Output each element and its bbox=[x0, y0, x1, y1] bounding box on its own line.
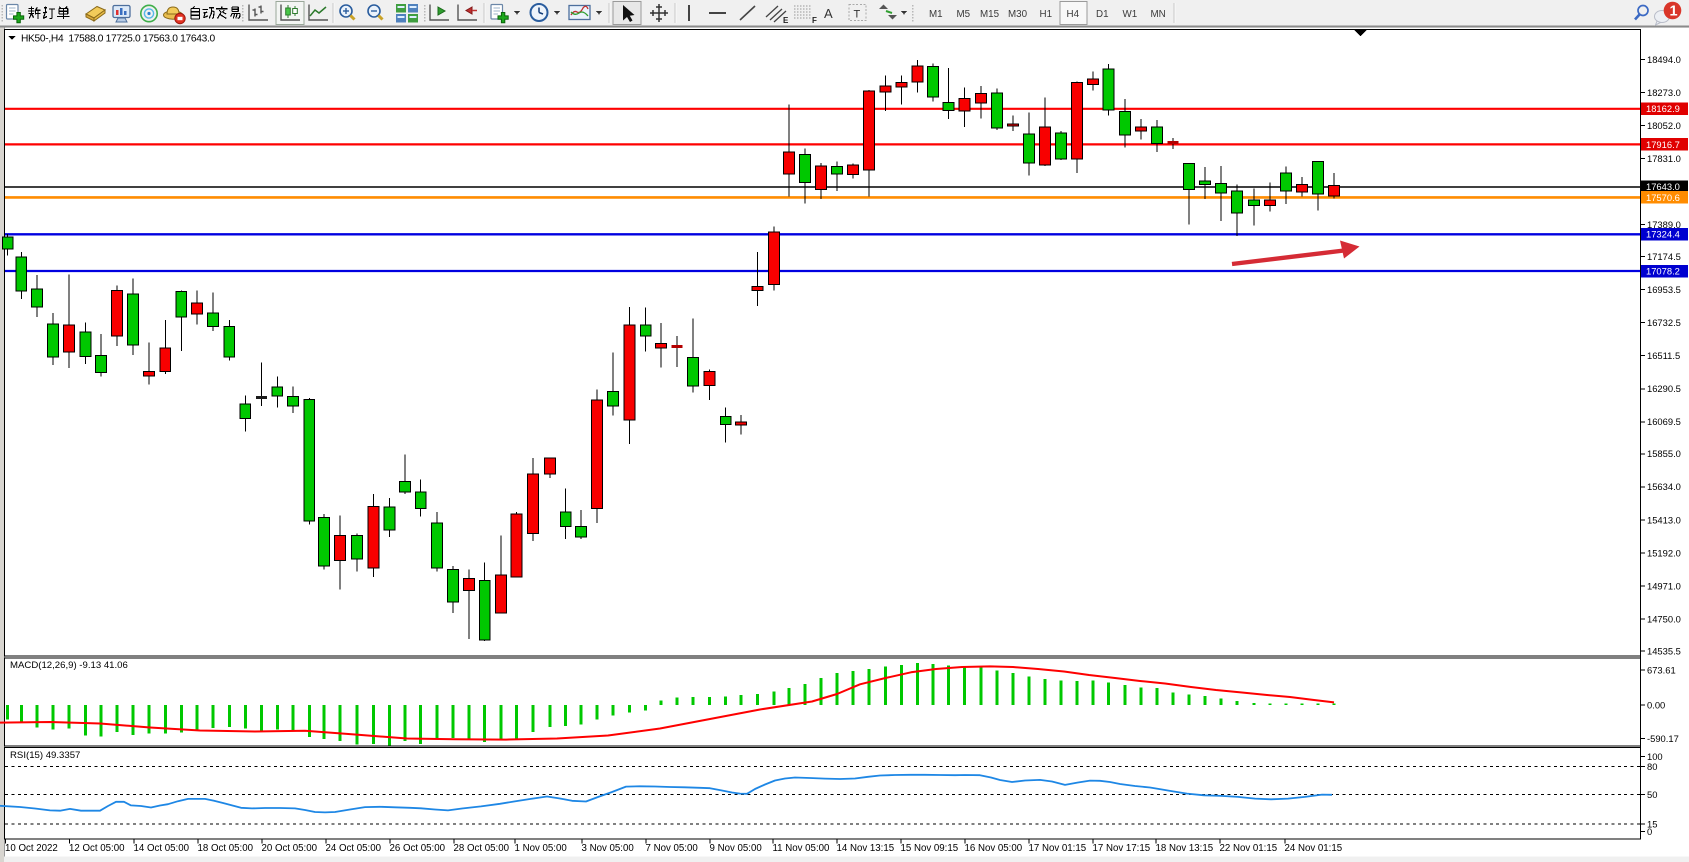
svg-text:14535.5: 14535.5 bbox=[1647, 645, 1681, 656]
svg-text:18273.0: 18273.0 bbox=[1647, 87, 1681, 98]
svg-text:17 Nov 01:15: 17 Nov 01:15 bbox=[1029, 843, 1087, 854]
svg-text:MN: MN bbox=[1151, 9, 1166, 20]
svg-text:14750.0: 14750.0 bbox=[1647, 613, 1681, 624]
svg-text:16290.5: 16290.5 bbox=[1647, 383, 1681, 394]
svg-text:10 Oct 2022: 10 Oct 2022 bbox=[5, 843, 58, 854]
svg-text:17831.0: 17831.0 bbox=[1647, 153, 1681, 164]
svg-text:RSI(15) 49.3357: RSI(15) 49.3357 bbox=[10, 750, 80, 761]
svg-text:A: A bbox=[824, 6, 833, 21]
svg-text:H4: H4 bbox=[1067, 9, 1080, 20]
svg-text:17643.0: 17643.0 bbox=[1646, 181, 1680, 192]
svg-text:17 Nov 17:15: 17 Nov 17:15 bbox=[1093, 843, 1151, 854]
svg-text:0: 0 bbox=[1647, 826, 1652, 837]
svg-text:M1: M1 bbox=[929, 9, 943, 20]
svg-text:M15: M15 bbox=[980, 9, 1000, 20]
svg-text:15192.0: 15192.0 bbox=[1647, 547, 1681, 558]
svg-text:28 Oct 05:00: 28 Oct 05:00 bbox=[454, 843, 510, 854]
svg-text:3 Nov 05:00: 3 Nov 05:00 bbox=[582, 843, 635, 854]
svg-text:M30: M30 bbox=[1008, 9, 1028, 20]
svg-text:MACD(12,26,9) -9.13 41.06: MACD(12,26,9) -9.13 41.06 bbox=[10, 660, 128, 671]
svg-text:50: 50 bbox=[1647, 789, 1657, 800]
svg-text:1: 1 bbox=[1670, 4, 1678, 20]
svg-text:W1: W1 bbox=[1123, 9, 1138, 20]
svg-text:12 Oct 05:00: 12 Oct 05:00 bbox=[69, 843, 125, 854]
svg-text:18 Oct 05:00: 18 Oct 05:00 bbox=[198, 843, 254, 854]
svg-text:14971.0: 14971.0 bbox=[1647, 580, 1681, 591]
svg-text:16 Nov 05:00: 16 Nov 05:00 bbox=[965, 843, 1023, 854]
svg-text:15855.0: 15855.0 bbox=[1647, 448, 1681, 459]
svg-text:673.61: 673.61 bbox=[1647, 664, 1676, 675]
svg-text:14 Nov 13:15: 14 Nov 13:15 bbox=[837, 843, 895, 854]
svg-text:15413.0: 15413.0 bbox=[1647, 514, 1681, 525]
svg-text:9 Nov 05:00: 9 Nov 05:00 bbox=[710, 843, 763, 854]
svg-text:-590.17: -590.17 bbox=[1647, 733, 1679, 744]
svg-text:E: E bbox=[783, 16, 789, 25]
svg-text:14 Oct 05:00: 14 Oct 05:00 bbox=[134, 843, 190, 854]
svg-text:17389.0: 17389.0 bbox=[1647, 219, 1681, 230]
svg-text:H1: H1 bbox=[1040, 9, 1053, 20]
svg-text:80: 80 bbox=[1647, 761, 1657, 772]
svg-text:16511.5: 16511.5 bbox=[1647, 350, 1680, 361]
svg-text:18 Nov 13:15: 18 Nov 13:15 bbox=[1156, 843, 1214, 854]
svg-text:17570.6: 17570.6 bbox=[1646, 192, 1680, 203]
svg-text:1 Nov 05:00: 1 Nov 05:00 bbox=[515, 843, 568, 854]
svg-text:16953.5: 16953.5 bbox=[1647, 284, 1681, 295]
svg-text:16732.5: 16732.5 bbox=[1647, 317, 1681, 328]
svg-text:16069.5: 16069.5 bbox=[1647, 416, 1681, 427]
svg-text:18052.0: 18052.0 bbox=[1647, 120, 1681, 131]
svg-text:18162.9: 18162.9 bbox=[1646, 103, 1680, 114]
svg-text:17174.5: 17174.5 bbox=[1647, 251, 1681, 262]
svg-text:26 Oct 05:00: 26 Oct 05:00 bbox=[390, 843, 446, 854]
svg-text:17078.2: 17078.2 bbox=[1646, 265, 1680, 276]
svg-text:15 Nov 09:15: 15 Nov 09:15 bbox=[901, 843, 959, 854]
svg-text:17324.4: 17324.4 bbox=[1646, 229, 1680, 240]
svg-text:100: 100 bbox=[1647, 751, 1663, 762]
svg-text:22 Nov 01:15: 22 Nov 01:15 bbox=[1220, 843, 1278, 854]
svg-text:11 Nov 05:00: 11 Nov 05:00 bbox=[773, 843, 831, 854]
svg-text:18494.0: 18494.0 bbox=[1647, 54, 1681, 65]
svg-text:15634.0: 15634.0 bbox=[1647, 481, 1681, 492]
svg-text:20 Oct 05:00: 20 Oct 05:00 bbox=[262, 843, 318, 854]
svg-text:T: T bbox=[854, 9, 861, 21]
svg-text:24 Nov 01:15: 24 Nov 01:15 bbox=[1285, 843, 1343, 854]
svg-text:24 Oct 05:00: 24 Oct 05:00 bbox=[326, 843, 382, 854]
svg-text:D1: D1 bbox=[1096, 9, 1109, 20]
svg-text:17916.7: 17916.7 bbox=[1646, 139, 1680, 150]
svg-text:15: 15 bbox=[1647, 818, 1657, 829]
svg-text:7 Nov 05:00: 7 Nov 05:00 bbox=[646, 843, 699, 854]
svg-text:0.00: 0.00 bbox=[1647, 699, 1665, 710]
svg-text:F: F bbox=[812, 16, 817, 25]
svg-text:HK50-,H4 17588.0 17725.0 1756: HK50-,H4 17588.0 17725.0 17563.0 17643.0 bbox=[21, 34, 216, 45]
svg-text:M5: M5 bbox=[957, 9, 971, 20]
